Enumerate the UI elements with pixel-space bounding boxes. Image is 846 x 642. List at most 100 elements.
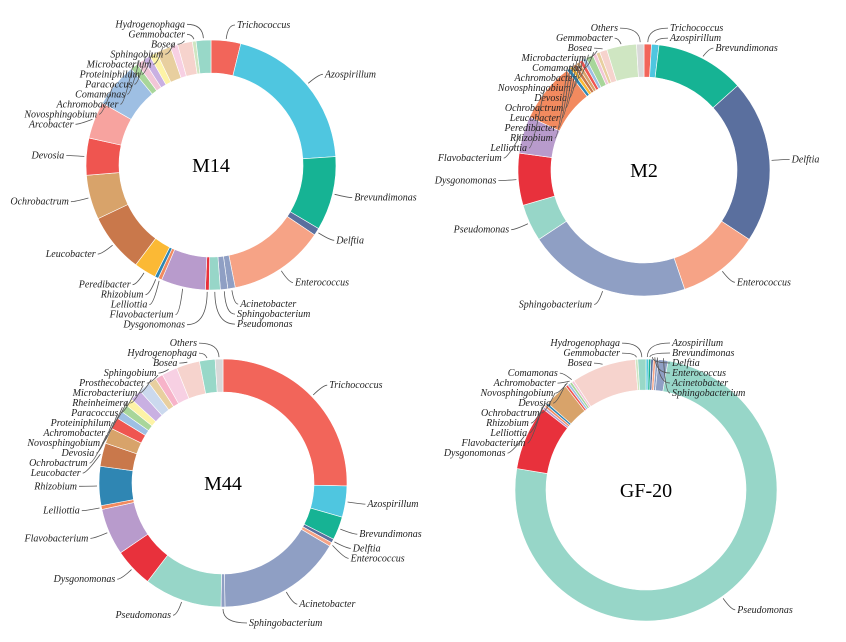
slice-label-delftia: Delftia (352, 543, 381, 554)
slice-label-paracoccus: Paracoccus (84, 79, 132, 90)
leader-line-novosphingobium (98, 83, 115, 115)
leader-line-sphingobacterium (594, 290, 603, 305)
leader-line-sphingobium (158, 369, 169, 374)
leader-line-prosthecobacter (146, 374, 159, 384)
leader-line-acinetobacter (231, 290, 239, 305)
leader-line-acinetobacter (656, 357, 671, 384)
slice-label-flavobacterium: Flavobacterium (24, 533, 89, 544)
slice-label-gemmobacter: Gemmobacter (556, 33, 613, 44)
slice-label-comamonas: Comamonas (508, 368, 558, 379)
slice-delftia (712, 85, 771, 240)
slice-label-leucobacter: Leucobacter (509, 113, 560, 124)
slice-label-peredibacter: Peredibacter (78, 280, 131, 291)
leader-line-rhizobium (145, 279, 157, 296)
slice-label-dysgonomonas: Dysgonomonas (53, 574, 116, 585)
slice-label-sphingobacterium: Sphingobacterium (519, 299, 592, 310)
leader-line-gemmobacter (186, 33, 195, 40)
slice-label-pseudomonas: Pseudomonas (114, 610, 171, 621)
leader-line-rhizobium (554, 67, 568, 139)
slice-label-acinetobacter: Acinetobacter (298, 599, 355, 610)
leader-line-lelliottia (528, 90, 545, 149)
leader-line-bosea (593, 362, 603, 365)
slice-label-microbacterium: Microbacterium (72, 388, 138, 399)
slice-label-others: Others (591, 23, 618, 34)
slice-label-delftia: Delftia (671, 358, 700, 369)
leader-line-bosea (179, 361, 188, 364)
donut-M44: Trichococcus Azospirillum Brevundimonas Del… (24, 338, 422, 629)
slice-label-bosea: Bosea (151, 39, 175, 50)
slice-label-trichococcus: Trichococcus (329, 380, 382, 391)
slice-label-microbacterium: Microbacterium (520, 53, 586, 64)
slice-label-lelliottia: Lelliottia (489, 143, 527, 154)
leader-line-sphingobium (165, 43, 174, 55)
slice-label-sphingobium: Sphingobium (110, 49, 163, 60)
slice-label-flavobacterium: Flavobacterium (109, 310, 174, 321)
slice-label-novosphingobium: Novosphingobium (497, 83, 571, 94)
leader-line-sphingobacterium (223, 291, 236, 315)
slice-label-comamonas: Comamonas (75, 89, 125, 100)
slice-label-rhizobium: Rhizobium (485, 418, 529, 429)
slice-label-achromobacter: Achromobacter (493, 378, 556, 389)
slice-sphingobacterium (538, 220, 686, 297)
leader-line-brevundimonas (649, 352, 671, 358)
leader-line-brevundimonas (340, 528, 358, 535)
leader-line-pseudomonas (511, 223, 529, 231)
leader-line-delftia (334, 541, 351, 549)
leader-line-hydrogenophaga (198, 352, 208, 359)
slice-label-leucobacter: Leucobacter (30, 468, 81, 479)
leader-line-hydrogenophaga (186, 23, 204, 39)
leader-line-dysgonomonas (507, 436, 525, 454)
slice-label-pseudomonas: Pseudomonas (453, 225, 510, 236)
leader-line-peredibacter (132, 272, 145, 286)
slice-pseudomonas (514, 360, 778, 622)
slice-label-bosea: Bosea (568, 43, 592, 54)
slice-trichococcus (222, 358, 348, 487)
leader-line-azospirillum (347, 501, 366, 505)
slice-label-lelliottia: Lelliottia (489, 428, 527, 439)
leader-line-bosea (594, 47, 603, 50)
slice-label-proteiniphilum: Proteiniphilum (79, 69, 140, 80)
slice-label-gemmobacter: Gemmobacter (563, 348, 620, 359)
leader-line-trichococcus (225, 24, 236, 39)
slice-label-brevundimonas: Brevundimonas (672, 348, 735, 359)
leader-line-delftia (318, 232, 335, 241)
slice-label-hydrogenophaga: Hydrogenophaga (126, 348, 197, 359)
slice-label-azospirillum: Azospirillum (671, 338, 723, 349)
leader-line-enterococcus (721, 271, 735, 283)
slice-label-enterococcus: Enterococcus (350, 553, 405, 564)
slice-label-proteiniphilum: Proteiniphilum (50, 418, 111, 429)
leader-line-lelliottia (81, 507, 100, 512)
slice-label-sphingobium: Sphingobium (104, 368, 157, 379)
leader-line-sphingobacterium (663, 358, 671, 394)
leader-line-others (619, 27, 641, 43)
slice-label-devosia: Devosia (533, 93, 567, 104)
leader-line-comamonas (559, 372, 572, 381)
center-label: M44 (204, 473, 242, 495)
leader-line-hydrogenophaga (621, 342, 643, 358)
slice-label-bosea: Bosea (153, 358, 177, 369)
leader-line-microbacterium (153, 47, 163, 65)
leader-line-proteiniphilum (141, 52, 153, 75)
leader-line-sphingobacterium (222, 608, 248, 624)
leader-line-delftia (771, 159, 790, 161)
slice-label-others: Others (170, 338, 197, 349)
slice-label-bosea: Bosea (568, 358, 592, 369)
leader-line-pseudomonas (172, 601, 182, 616)
slice-label-dysgonomonas: Dysgonomonas (443, 448, 506, 459)
slice-label-pseudomonas: Pseudomonas (736, 605, 793, 616)
slice-label-delftia: Delftia (335, 235, 364, 246)
slice-label-flavobacterium: Flavobacterium (437, 153, 502, 164)
donut-GF-20: AzospirillumBrevundimonasDelftiaEnteroco… (443, 338, 793, 622)
leader-line-peredibacter (557, 65, 571, 129)
slice-label-flavobacterium: Flavobacterium (461, 438, 526, 449)
slice-label-trichococcus: Trichococcus (237, 20, 290, 31)
slice-azospirillum (232, 43, 337, 160)
leader-line-azospirillum (655, 37, 669, 43)
slice-hydrogenophaga (195, 39, 212, 74)
leader-line-comamonas (127, 60, 140, 95)
slice-acinetobacter (224, 528, 331, 608)
leader-line-azospirillum (307, 73, 323, 84)
leader-line-pseudomonas (722, 598, 736, 611)
slice-label-novosphingobium: Novosphingobium (480, 388, 554, 399)
slice-label-trichococcus: Trichococcus (670, 23, 723, 34)
